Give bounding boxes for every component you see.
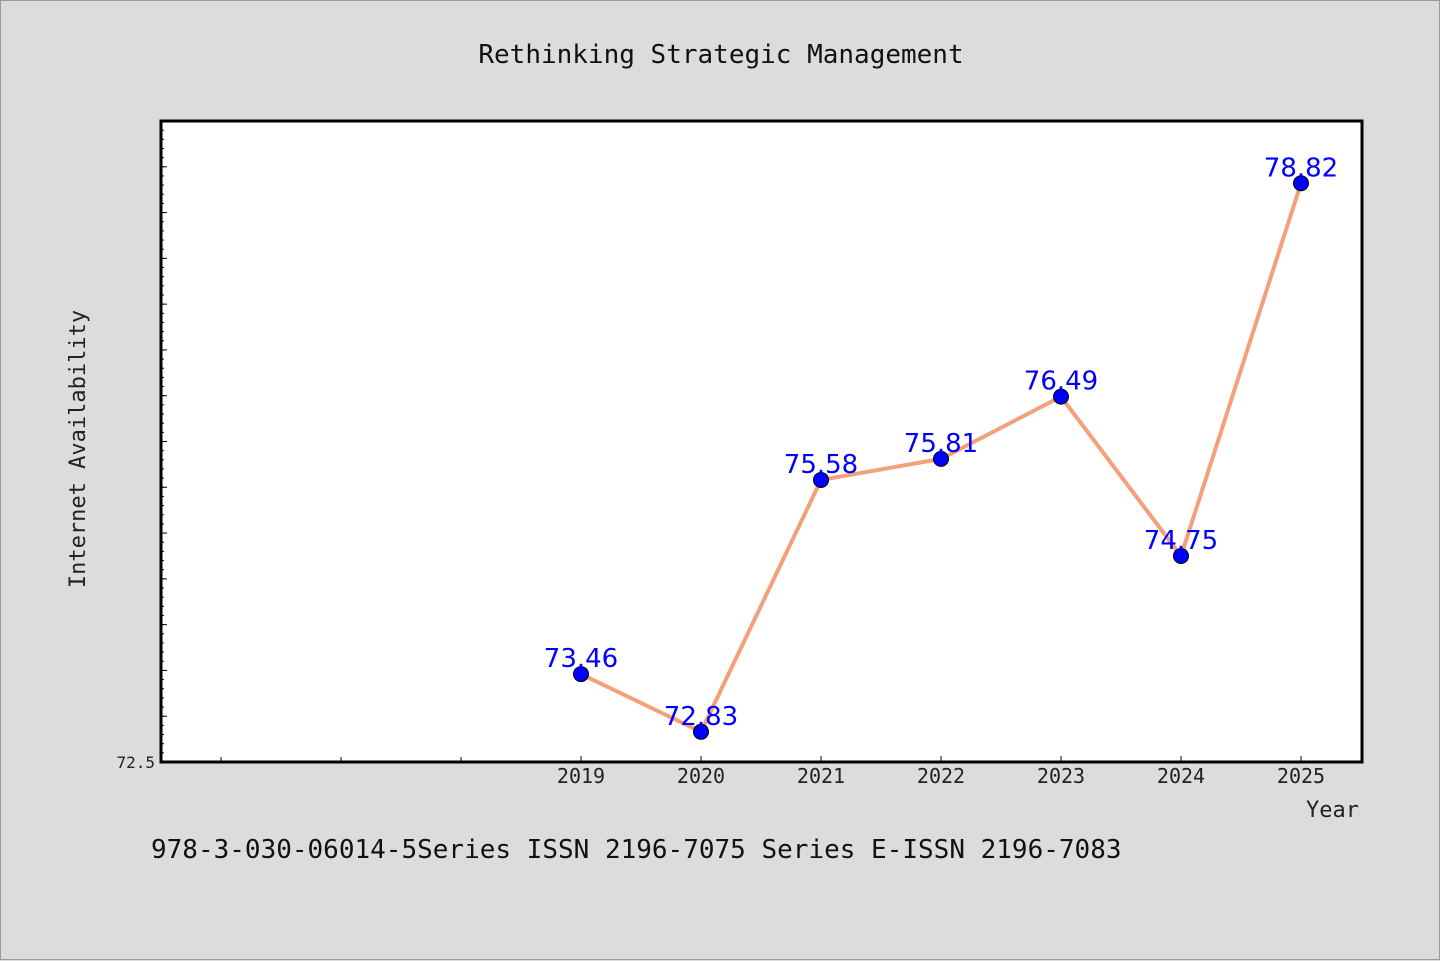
data-point — [1293, 175, 1309, 192]
x-tick-label: 2025 — [1277, 764, 1325, 788]
x-tick-label: 2022 — [917, 764, 965, 788]
y-axis-ticks: 72.5 — [116, 120, 167, 772]
x-axis-ticks: 2019 2020 2021 2022 2023 2024 2025 — [220, 756, 1325, 788]
data-point — [813, 471, 829, 488]
data-label: 75.81 — [904, 429, 978, 459]
data-label: 75.58 — [784, 450, 858, 480]
data-point — [1053, 388, 1069, 405]
data-point — [693, 723, 709, 740]
y-axis-label: Internet Availability — [66, 310, 91, 588]
y-tick-label: 72.5 — [116, 753, 155, 772]
data-label: 73.46 — [544, 644, 618, 674]
data-point — [933, 450, 949, 467]
x-tick-label: 2019 — [557, 764, 605, 788]
data-label: 72.83 — [664, 702, 738, 732]
x-tick-label: 2021 — [797, 764, 845, 788]
data-label: 76.49 — [1024, 367, 1098, 397]
data-point — [1173, 547, 1189, 564]
x-tick-label: 2024 — [1157, 764, 1205, 788]
footer-isbn-text: 978-3-030-06014-5Series ISSN 2196-7075 S… — [151, 835, 1122, 865]
data-point — [573, 666, 589, 683]
data-label: 78.82 — [1264, 153, 1338, 183]
chart-title: Rethinking Strategic Management — [478, 40, 963, 70]
series-layer: 73.46 72.83 75.58 75.81 76.49 74.75 78.82 — [544, 153, 1338, 740]
x-axis-label: Year — [1306, 798, 1359, 823]
x-tick-label: 2020 — [677, 764, 725, 788]
x-tick-label: 2023 — [1037, 764, 1085, 788]
data-label: 74.75 — [1144, 526, 1218, 556]
plot-area — [159, 119, 1364, 764]
